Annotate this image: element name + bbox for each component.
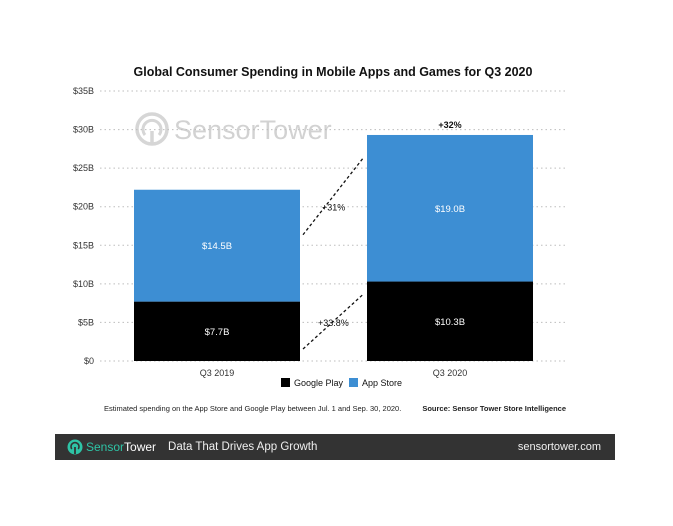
y-tick-label: $35B bbox=[73, 86, 94, 96]
y-axis: $0 $5B $10B $15B $20B $25B $30B $35B bbox=[73, 86, 94, 366]
bar-value-label: $7.7B bbox=[205, 327, 230, 338]
footer-site-link[interactable]: sensortower.com bbox=[517, 441, 601, 453]
legend-label-google-play: Google Play bbox=[294, 378, 344, 388]
legend: Google Play App Store bbox=[281, 378, 402, 388]
note-source: Source: Sensor Tower Store Intelligence bbox=[422, 404, 566, 413]
y-tick-label: $20B bbox=[73, 202, 94, 212]
watermark: SensorTower bbox=[135, 112, 332, 146]
x-axis: Q3 2019 Q3 2020 bbox=[200, 368, 468, 378]
sensortower-logo-icon bbox=[135, 112, 169, 146]
bar-google-play bbox=[367, 281, 533, 361]
chart-title: Global Consumer Spending in Mobile Apps … bbox=[134, 65, 533, 79]
legend-label-app-store: App Store bbox=[362, 378, 402, 388]
bars: $7.7B $14.5B $10.3B $19.0B bbox=[134, 134, 533, 361]
bar-value-label: $10.3B bbox=[435, 317, 465, 328]
footer-tagline: Data That Drives App Growth bbox=[168, 441, 318, 453]
y-tick-label: $30B bbox=[73, 125, 94, 135]
bar-google-play bbox=[134, 301, 300, 361]
google-play-growth-label: +33.8% bbox=[318, 318, 349, 328]
footer-bar: Sensor Tower Data That Drives App Growth … bbox=[55, 434, 615, 460]
y-tick-label: $5B bbox=[78, 317, 94, 327]
footer-brand-sensor: Sensor bbox=[86, 440, 125, 454]
x-tick-label: Q3 2019 bbox=[200, 368, 235, 378]
y-tick-label: $0 bbox=[84, 356, 94, 366]
watermark-text: SensorTower bbox=[174, 115, 332, 145]
app-store-growth-label: +31% bbox=[322, 203, 345, 213]
bar-app-store bbox=[367, 134, 533, 282]
legend-swatch-app-store bbox=[349, 378, 358, 387]
total-growth-label: +32% bbox=[438, 120, 461, 130]
x-tick-label: Q3 2020 bbox=[433, 368, 468, 378]
growth-annotations: +31% +33.8% +32% bbox=[302, 120, 462, 350]
y-tick-label: $25B bbox=[73, 163, 94, 173]
y-tick-label: $15B bbox=[73, 240, 94, 250]
footer-logo[interactable]: Sensor Tower bbox=[67, 439, 156, 455]
bar-value-label: $14.5B bbox=[202, 241, 232, 252]
bar-value-label: $19.0B bbox=[435, 204, 465, 215]
bar-app-store bbox=[134, 189, 300, 302]
sensortower-logo-icon bbox=[67, 439, 83, 455]
chart: Global Consumer Spending in Mobile Apps … bbox=[73, 65, 566, 413]
google-play-growth-connector bbox=[302, 293, 365, 350]
note-left: Estimated spending on the App Store and … bbox=[104, 404, 401, 413]
footer-brand-tower: Tower bbox=[124, 440, 157, 454]
legend-swatch-google-play bbox=[281, 378, 290, 387]
y-tick-label: $10B bbox=[73, 279, 94, 289]
